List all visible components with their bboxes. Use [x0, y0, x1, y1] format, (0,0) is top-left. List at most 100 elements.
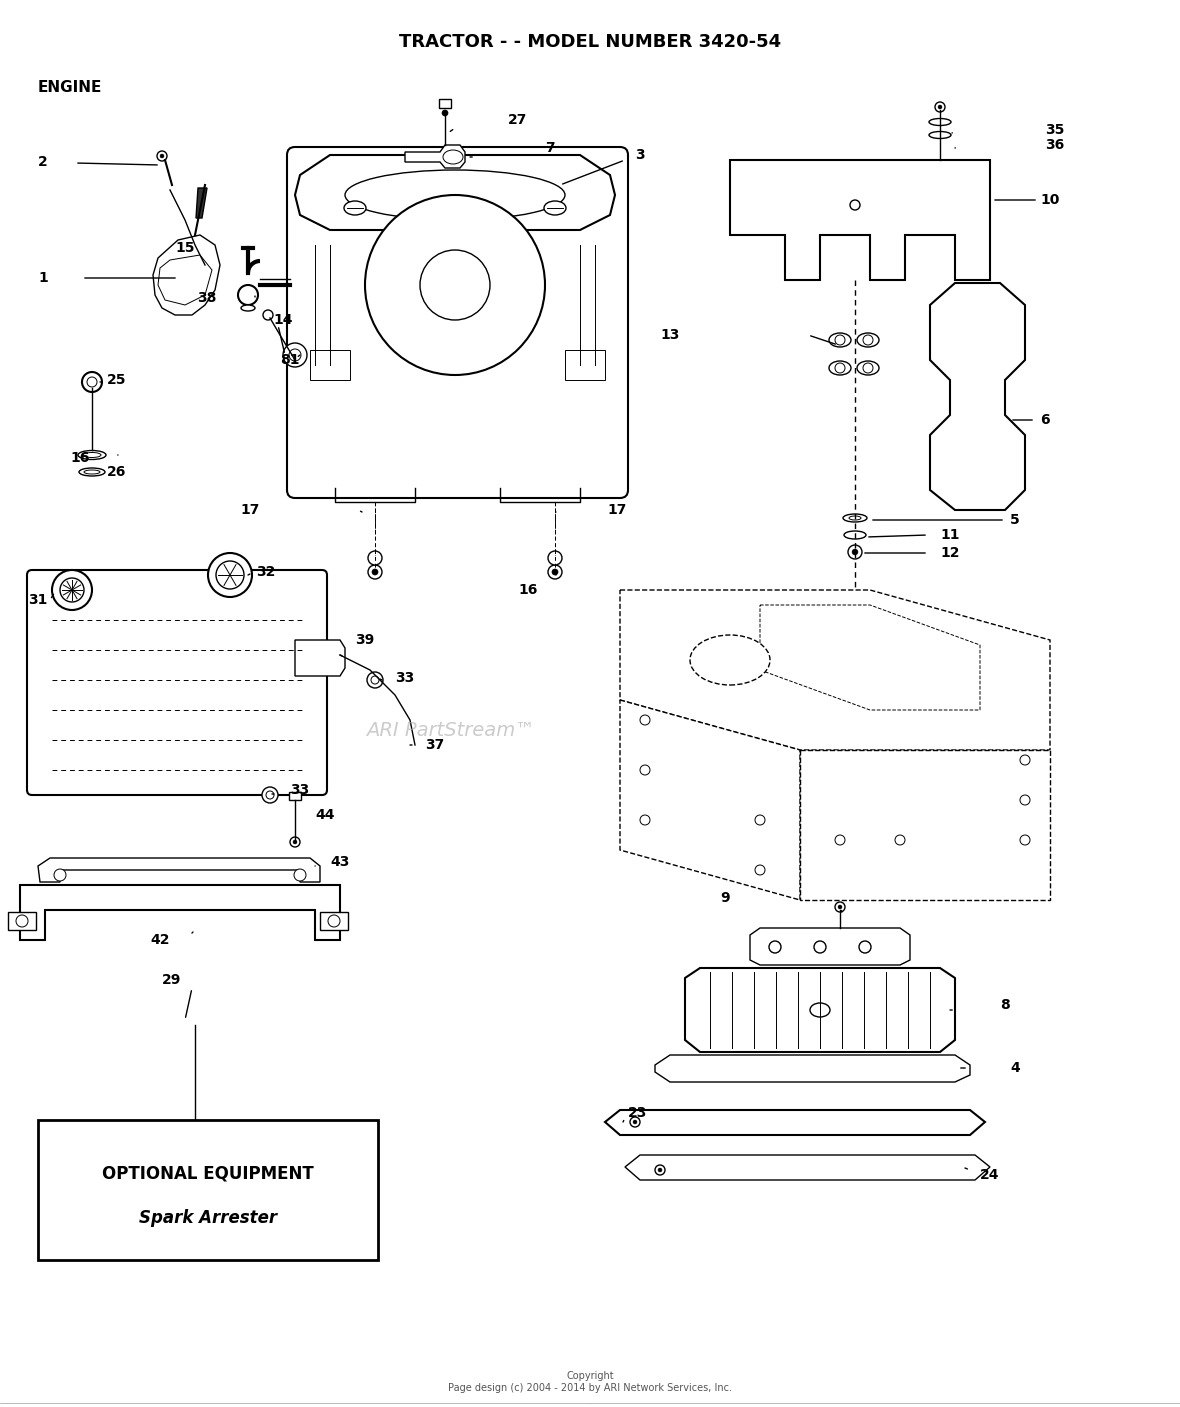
Polygon shape	[295, 155, 615, 229]
Text: 32: 32	[256, 566, 275, 580]
Ellipse shape	[442, 151, 463, 165]
FancyBboxPatch shape	[27, 570, 327, 795]
Text: 33: 33	[290, 784, 309, 796]
Text: 3: 3	[635, 148, 644, 162]
Circle shape	[552, 568, 558, 575]
Bar	[38, 1120, 378, 1261]
Ellipse shape	[843, 514, 867, 522]
Text: 7: 7	[545, 141, 555, 155]
Circle shape	[835, 902, 845, 912]
Circle shape	[367, 673, 384, 688]
Circle shape	[81, 371, 101, 393]
Text: Copyright
Page design (c) 2004 - 2014 by ARI Network Services, Inc.: Copyright Page design (c) 2004 - 2014 by…	[448, 1372, 732, 1393]
Polygon shape	[930, 283, 1025, 509]
Circle shape	[935, 101, 945, 113]
Polygon shape	[405, 145, 465, 167]
Polygon shape	[158, 255, 212, 305]
Circle shape	[328, 915, 340, 927]
Text: 81: 81	[280, 353, 300, 367]
Circle shape	[755, 865, 765, 875]
Text: TRACTOR - - MODEL NUMBER 3420-54: TRACTOR - - MODEL NUMBER 3420-54	[399, 32, 781, 51]
Circle shape	[157, 151, 168, 160]
Text: 43: 43	[330, 855, 349, 870]
Circle shape	[835, 335, 845, 345]
Circle shape	[835, 834, 845, 846]
Polygon shape	[760, 605, 981, 711]
Circle shape	[1020, 834, 1030, 846]
Circle shape	[216, 561, 244, 590]
Text: 17: 17	[607, 502, 627, 516]
Circle shape	[283, 343, 307, 367]
Text: 13: 13	[660, 328, 680, 342]
Bar	[320, 912, 348, 930]
Circle shape	[17, 915, 28, 927]
Circle shape	[442, 110, 448, 115]
Circle shape	[548, 552, 562, 566]
Ellipse shape	[809, 1003, 830, 1017]
Circle shape	[365, 196, 545, 376]
Polygon shape	[620, 701, 800, 900]
Text: OPTIONAL EQUIPMENT: OPTIONAL EQUIPMENT	[103, 1164, 314, 1182]
Circle shape	[160, 153, 164, 158]
Ellipse shape	[929, 118, 951, 125]
Circle shape	[262, 787, 278, 803]
Polygon shape	[730, 160, 990, 280]
Bar	[439, 98, 451, 108]
Circle shape	[263, 310, 273, 319]
Text: 16: 16	[70, 452, 90, 464]
Bar	[565, 350, 605, 380]
Circle shape	[658, 1168, 662, 1172]
Polygon shape	[38, 858, 320, 882]
Polygon shape	[620, 590, 1050, 750]
Text: 2: 2	[38, 155, 47, 169]
Circle shape	[54, 870, 66, 881]
Circle shape	[630, 1117, 640, 1127]
Ellipse shape	[345, 170, 565, 219]
FancyBboxPatch shape	[287, 146, 628, 498]
Circle shape	[835, 363, 845, 373]
Circle shape	[371, 675, 379, 684]
Polygon shape	[153, 235, 219, 315]
Circle shape	[60, 578, 84, 602]
Text: 17: 17	[240, 502, 260, 516]
Ellipse shape	[929, 131, 951, 138]
Text: 1: 1	[38, 272, 47, 286]
Circle shape	[755, 815, 765, 825]
Ellipse shape	[830, 333, 851, 348]
Circle shape	[238, 286, 258, 305]
Ellipse shape	[830, 362, 851, 376]
Polygon shape	[800, 750, 1050, 900]
Circle shape	[368, 552, 382, 566]
Circle shape	[289, 349, 301, 362]
Text: 38: 38	[197, 291, 216, 305]
Text: 4: 4	[1010, 1061, 1020, 1075]
Circle shape	[640, 815, 650, 825]
Bar	[8, 912, 37, 930]
Text: 10: 10	[1040, 193, 1060, 207]
Text: 36: 36	[1045, 138, 1064, 152]
Text: 31: 31	[28, 592, 47, 606]
Polygon shape	[625, 1155, 990, 1180]
Circle shape	[863, 363, 873, 373]
Circle shape	[852, 549, 858, 554]
Circle shape	[293, 840, 297, 844]
Polygon shape	[655, 1055, 970, 1082]
Ellipse shape	[848, 516, 861, 521]
Circle shape	[208, 553, 253, 597]
Ellipse shape	[78, 450, 106, 460]
Circle shape	[368, 566, 382, 580]
Circle shape	[655, 1165, 666, 1175]
Text: 29: 29	[162, 974, 182, 986]
Polygon shape	[686, 968, 955, 1052]
Bar	[310, 350, 350, 380]
Ellipse shape	[857, 333, 879, 348]
Text: 42: 42	[150, 933, 170, 947]
Ellipse shape	[84, 470, 100, 474]
Circle shape	[838, 905, 843, 909]
Circle shape	[850, 200, 860, 210]
Circle shape	[859, 941, 871, 953]
Text: 8: 8	[999, 998, 1010, 1012]
Circle shape	[420, 250, 490, 319]
Polygon shape	[20, 885, 340, 940]
Circle shape	[548, 566, 562, 580]
